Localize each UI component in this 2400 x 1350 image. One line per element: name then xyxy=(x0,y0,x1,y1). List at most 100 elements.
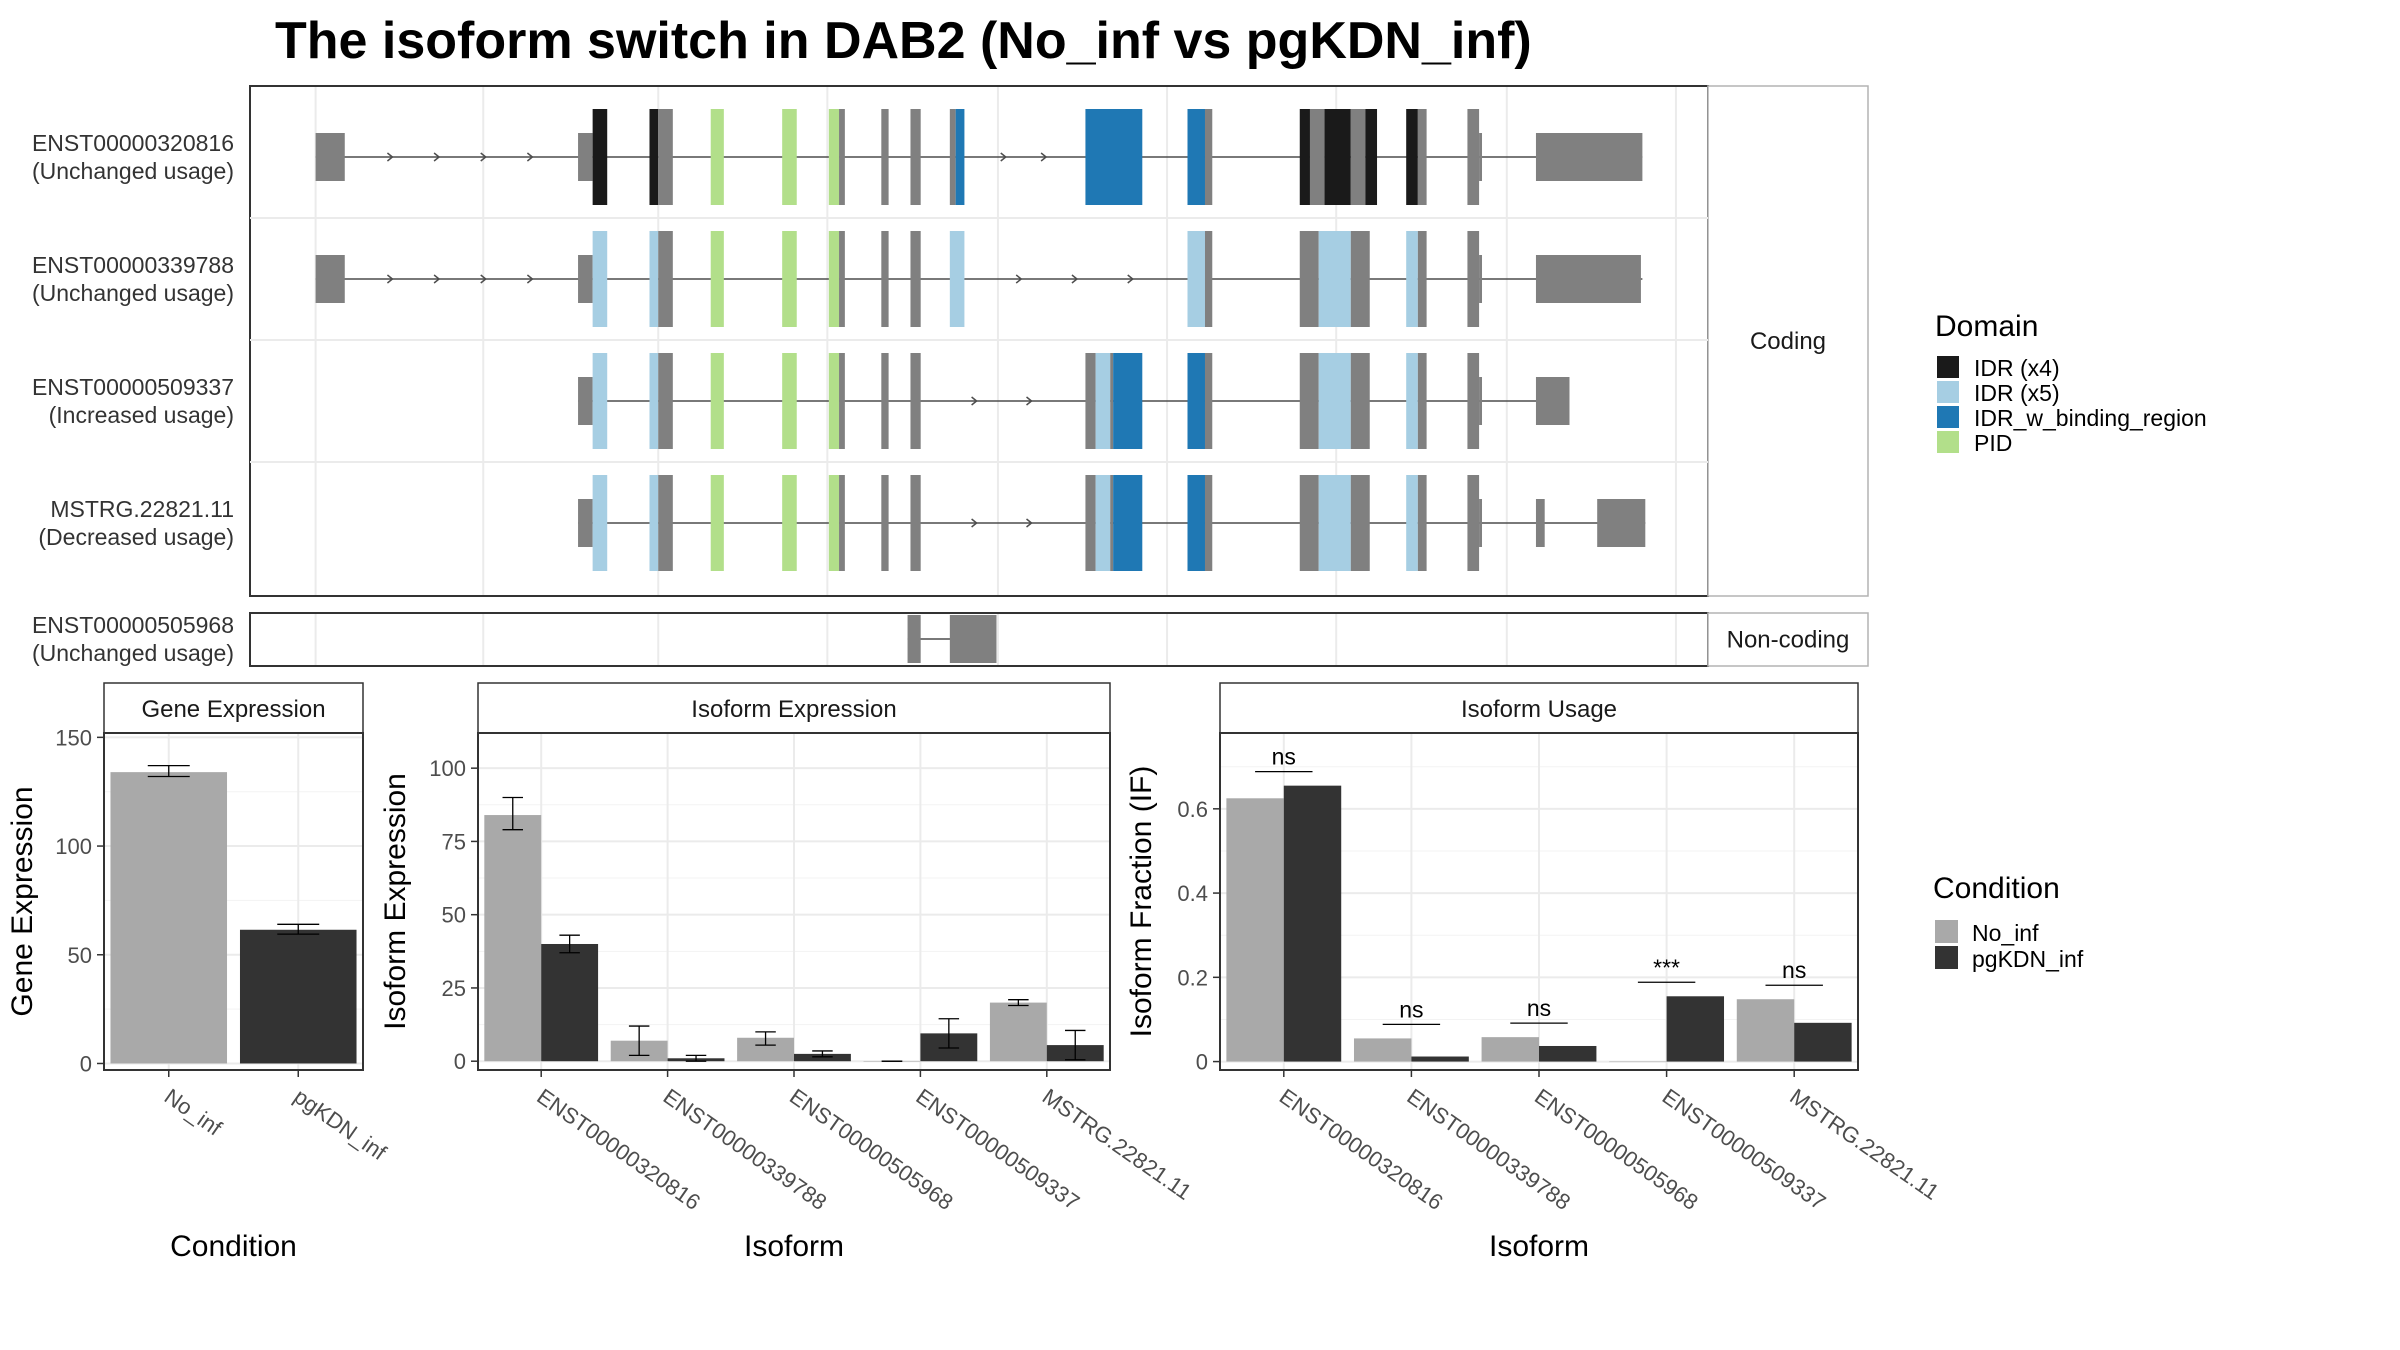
condition-legend-label: No_inf xyxy=(1972,920,2039,946)
exon-block xyxy=(1535,377,1570,425)
domain-block xyxy=(592,353,608,449)
domain-block xyxy=(1318,353,1351,449)
domain-block xyxy=(1095,353,1111,449)
domain-block xyxy=(592,231,608,327)
domain-block xyxy=(828,109,840,205)
exon-block xyxy=(881,475,889,571)
intron-arrow xyxy=(386,274,394,284)
domain-block xyxy=(1187,231,1205,327)
bar xyxy=(1481,1037,1539,1062)
significance-label: *** xyxy=(1653,954,1680,980)
domain-legend-label: IDR_w_binding_region xyxy=(1974,405,2207,431)
domain-block xyxy=(782,231,797,327)
domain-block xyxy=(1406,231,1418,327)
intron-arrow xyxy=(1127,274,1134,284)
y-tick-label: 100 xyxy=(55,834,92,859)
exon-block xyxy=(881,109,889,205)
isoform-usage-label: (Unchanged usage) xyxy=(32,280,234,306)
bar xyxy=(1353,1038,1412,1062)
intron-arrow xyxy=(526,274,534,284)
domain-block xyxy=(710,475,724,571)
bar xyxy=(1609,1061,1667,1063)
exon-block xyxy=(1597,499,1646,547)
exon-block xyxy=(949,109,956,205)
exon-block xyxy=(315,133,345,181)
domain-block xyxy=(782,353,797,449)
exon-block xyxy=(1110,353,1114,449)
exon-block xyxy=(658,353,673,449)
bar xyxy=(239,929,357,1064)
exon-block xyxy=(1417,475,1427,571)
exon-block xyxy=(1479,255,1483,303)
intron-arrow xyxy=(526,152,534,162)
domain-legend-label: IDR (x4) xyxy=(1974,355,2060,381)
intron-arrow xyxy=(971,396,978,406)
domain-block xyxy=(1187,475,1205,571)
domain-legend-swatch xyxy=(1937,431,1959,453)
domain-block xyxy=(1324,109,1351,205)
bar xyxy=(1226,798,1284,1062)
exon-block xyxy=(315,255,345,303)
y-tick-label: 25 xyxy=(442,976,466,1001)
bar xyxy=(484,815,542,1062)
intron-arrow xyxy=(1071,274,1079,284)
exon-block xyxy=(1299,353,1319,449)
bar xyxy=(541,943,599,1062)
intron-arrow xyxy=(1026,396,1033,406)
y-tick-label: 0.6 xyxy=(1177,797,1208,822)
y-tick-label: 0.4 xyxy=(1177,881,1208,906)
domain-block xyxy=(1085,109,1143,205)
exon-block xyxy=(1204,475,1213,571)
exon-block xyxy=(1299,475,1319,571)
exon-block xyxy=(1299,231,1319,327)
bar xyxy=(1666,996,1725,1062)
intron-arrow xyxy=(971,518,978,528)
panel-strip xyxy=(1219,682,1859,734)
significance-label: ns xyxy=(1272,744,1296,770)
domain-block xyxy=(649,109,659,205)
significance-label: ns xyxy=(1399,996,1423,1022)
isoform-id-label: ENST00000509337 xyxy=(32,374,234,400)
y-tick-label: 50 xyxy=(68,943,92,968)
domain-block xyxy=(1318,231,1351,327)
intron-arrow xyxy=(1026,518,1033,528)
exon-block xyxy=(578,133,593,181)
exon-block xyxy=(1110,475,1114,571)
bar xyxy=(1736,999,1795,1062)
panel-strip xyxy=(477,682,1111,734)
exon-block xyxy=(1535,255,1641,303)
bar xyxy=(110,772,228,1064)
domain-block xyxy=(1113,475,1143,571)
exon-block xyxy=(839,231,845,327)
x-axis-title: Isoform xyxy=(744,1230,844,1263)
domain-block xyxy=(592,109,608,205)
figure-title: The isoform switch in DAB2 (No_inf vs pg… xyxy=(275,12,1532,70)
domain-legend-title: Domain xyxy=(1935,310,2038,343)
intron-arrow xyxy=(1040,152,1048,162)
domain-block xyxy=(1095,475,1111,571)
noncoding-panel-label: Non-coding xyxy=(1727,627,1850,654)
domain-block xyxy=(710,231,724,327)
domain-block xyxy=(949,231,965,327)
domain-block xyxy=(782,109,797,205)
bar xyxy=(1794,1022,1852,1062)
intron-arrow xyxy=(433,274,441,284)
x-tick-label: No_inf xyxy=(160,1084,227,1141)
exon-block xyxy=(1467,109,1480,205)
panel-strip-title: Isoform Expression xyxy=(691,696,896,723)
domain-legend-swatch xyxy=(1937,381,1959,403)
exon-block xyxy=(1535,133,1643,181)
domain-block xyxy=(1187,109,1205,205)
exon-block xyxy=(1467,231,1480,327)
exon-block xyxy=(1535,499,1545,547)
exon-block xyxy=(578,499,593,547)
exon-block xyxy=(578,255,593,303)
domain-block xyxy=(1406,109,1418,205)
exon-block xyxy=(1309,109,1325,205)
exon-block xyxy=(578,377,593,425)
x-tick-label: pgKDN_inf xyxy=(289,1084,391,1166)
coding-panel-strip xyxy=(1707,85,1869,597)
domain-block xyxy=(710,109,724,205)
y-tick-label: 0 xyxy=(1196,1050,1208,1075)
